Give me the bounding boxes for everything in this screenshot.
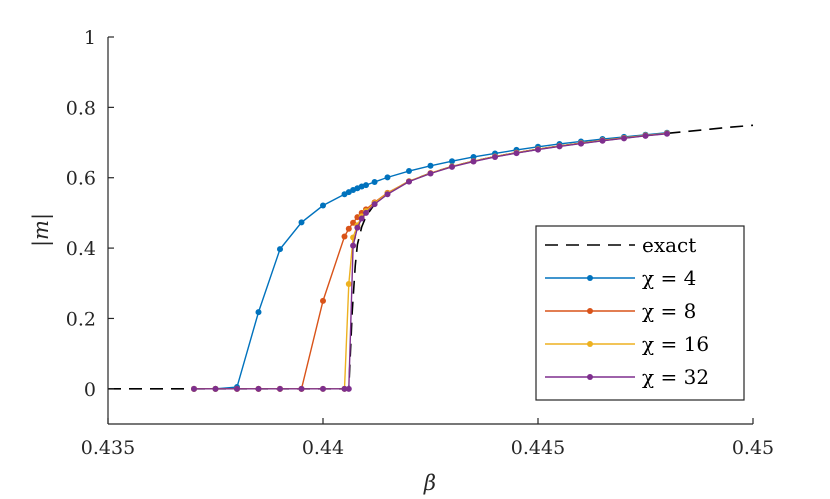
series-2-point [320, 297, 326, 304]
series-4-point [642, 132, 649, 139]
legend-label-0: exact [642, 233, 696, 257]
series-4-point [298, 385, 305, 392]
series-4-point [384, 191, 391, 198]
series-2-point [341, 233, 348, 240]
x-tick-label: 0.445 [511, 437, 565, 459]
series-1-point [449, 158, 455, 165]
y-tick-label: 0 [84, 379, 96, 401]
x-tick-label: 0.44 [302, 437, 344, 459]
series-4-point [350, 242, 357, 249]
y-tick-label: 0.2 [66, 308, 96, 330]
legend-label-3: χ = 16 [642, 332, 709, 356]
series-4-point [470, 158, 477, 165]
series-4-point [363, 209, 369, 216]
x-tick-label: 0.435 [81, 437, 135, 459]
legend-marker-4 [587, 374, 593, 380]
series-1-point [384, 174, 391, 181]
y-tick-label: 0.4 [66, 238, 96, 260]
y-tick-label: 0.6 [66, 168, 96, 190]
legend-marker-2 [587, 308, 593, 314]
series-4-point [556, 143, 563, 150]
series-4-point [277, 385, 283, 392]
series-4-point [371, 201, 378, 208]
series-4-point [664, 130, 670, 137]
series-line-1 [194, 131, 668, 390]
series-1-point [427, 162, 434, 169]
series-1-point [470, 153, 477, 160]
series-4-point [427, 170, 434, 177]
series-1-point [406, 168, 412, 175]
series-4-point [320, 385, 326, 392]
series-4-point [621, 135, 627, 142]
series-4-point [191, 385, 197, 392]
series-4-point [406, 178, 412, 185]
y-tick-label: 0.8 [66, 97, 96, 119]
series-1-point [371, 178, 378, 185]
x-axis-label: β [423, 471, 436, 495]
axes [107, 37, 753, 425]
series-1-point [298, 219, 305, 226]
y-axis-label: |m| [29, 213, 54, 247]
series-1-point [255, 309, 262, 316]
series-4-point [578, 140, 584, 147]
legend: exact χ = 4 χ = 8 χ = 16 χ = 32 [535, 225, 745, 401]
series-4-point [492, 153, 498, 160]
legend-label-1: χ = 4 [642, 266, 696, 290]
ticks: 0.435 0.44 0.445 0.45 0 0.2 0.4 0.6 0.8 1 [66, 27, 774, 459]
series-4-point [345, 385, 352, 392]
legend-marker-1 [587, 275, 593, 281]
series-4-point [212, 385, 219, 392]
x-tick-label: 0.45 [732, 437, 774, 459]
series-1-point [320, 202, 326, 209]
series-1-point [277, 246, 283, 253]
series-4-point [513, 150, 520, 157]
y-tick-label: 1 [84, 27, 96, 49]
legend-box [535, 225, 745, 401]
series-4-point [234, 385, 240, 392]
series-4-point [599, 137, 606, 144]
legend-marker-3 [587, 341, 593, 347]
series-line-4 [194, 133, 668, 390]
legend-label-2: χ = 8 [642, 299, 696, 323]
plot-area [108, 124, 754, 392]
series-4-point [535, 146, 541, 153]
series-4-point [449, 163, 455, 170]
series-3-point [345, 280, 352, 287]
series-4-point [255, 385, 262, 392]
series-2-point [345, 225, 352, 232]
series-1-point [363, 182, 369, 189]
series-4-point [341, 385, 348, 392]
series-4-point [354, 224, 361, 231]
series-4-point [358, 215, 365, 222]
legend-label-4: χ = 32 [642, 365, 709, 389]
